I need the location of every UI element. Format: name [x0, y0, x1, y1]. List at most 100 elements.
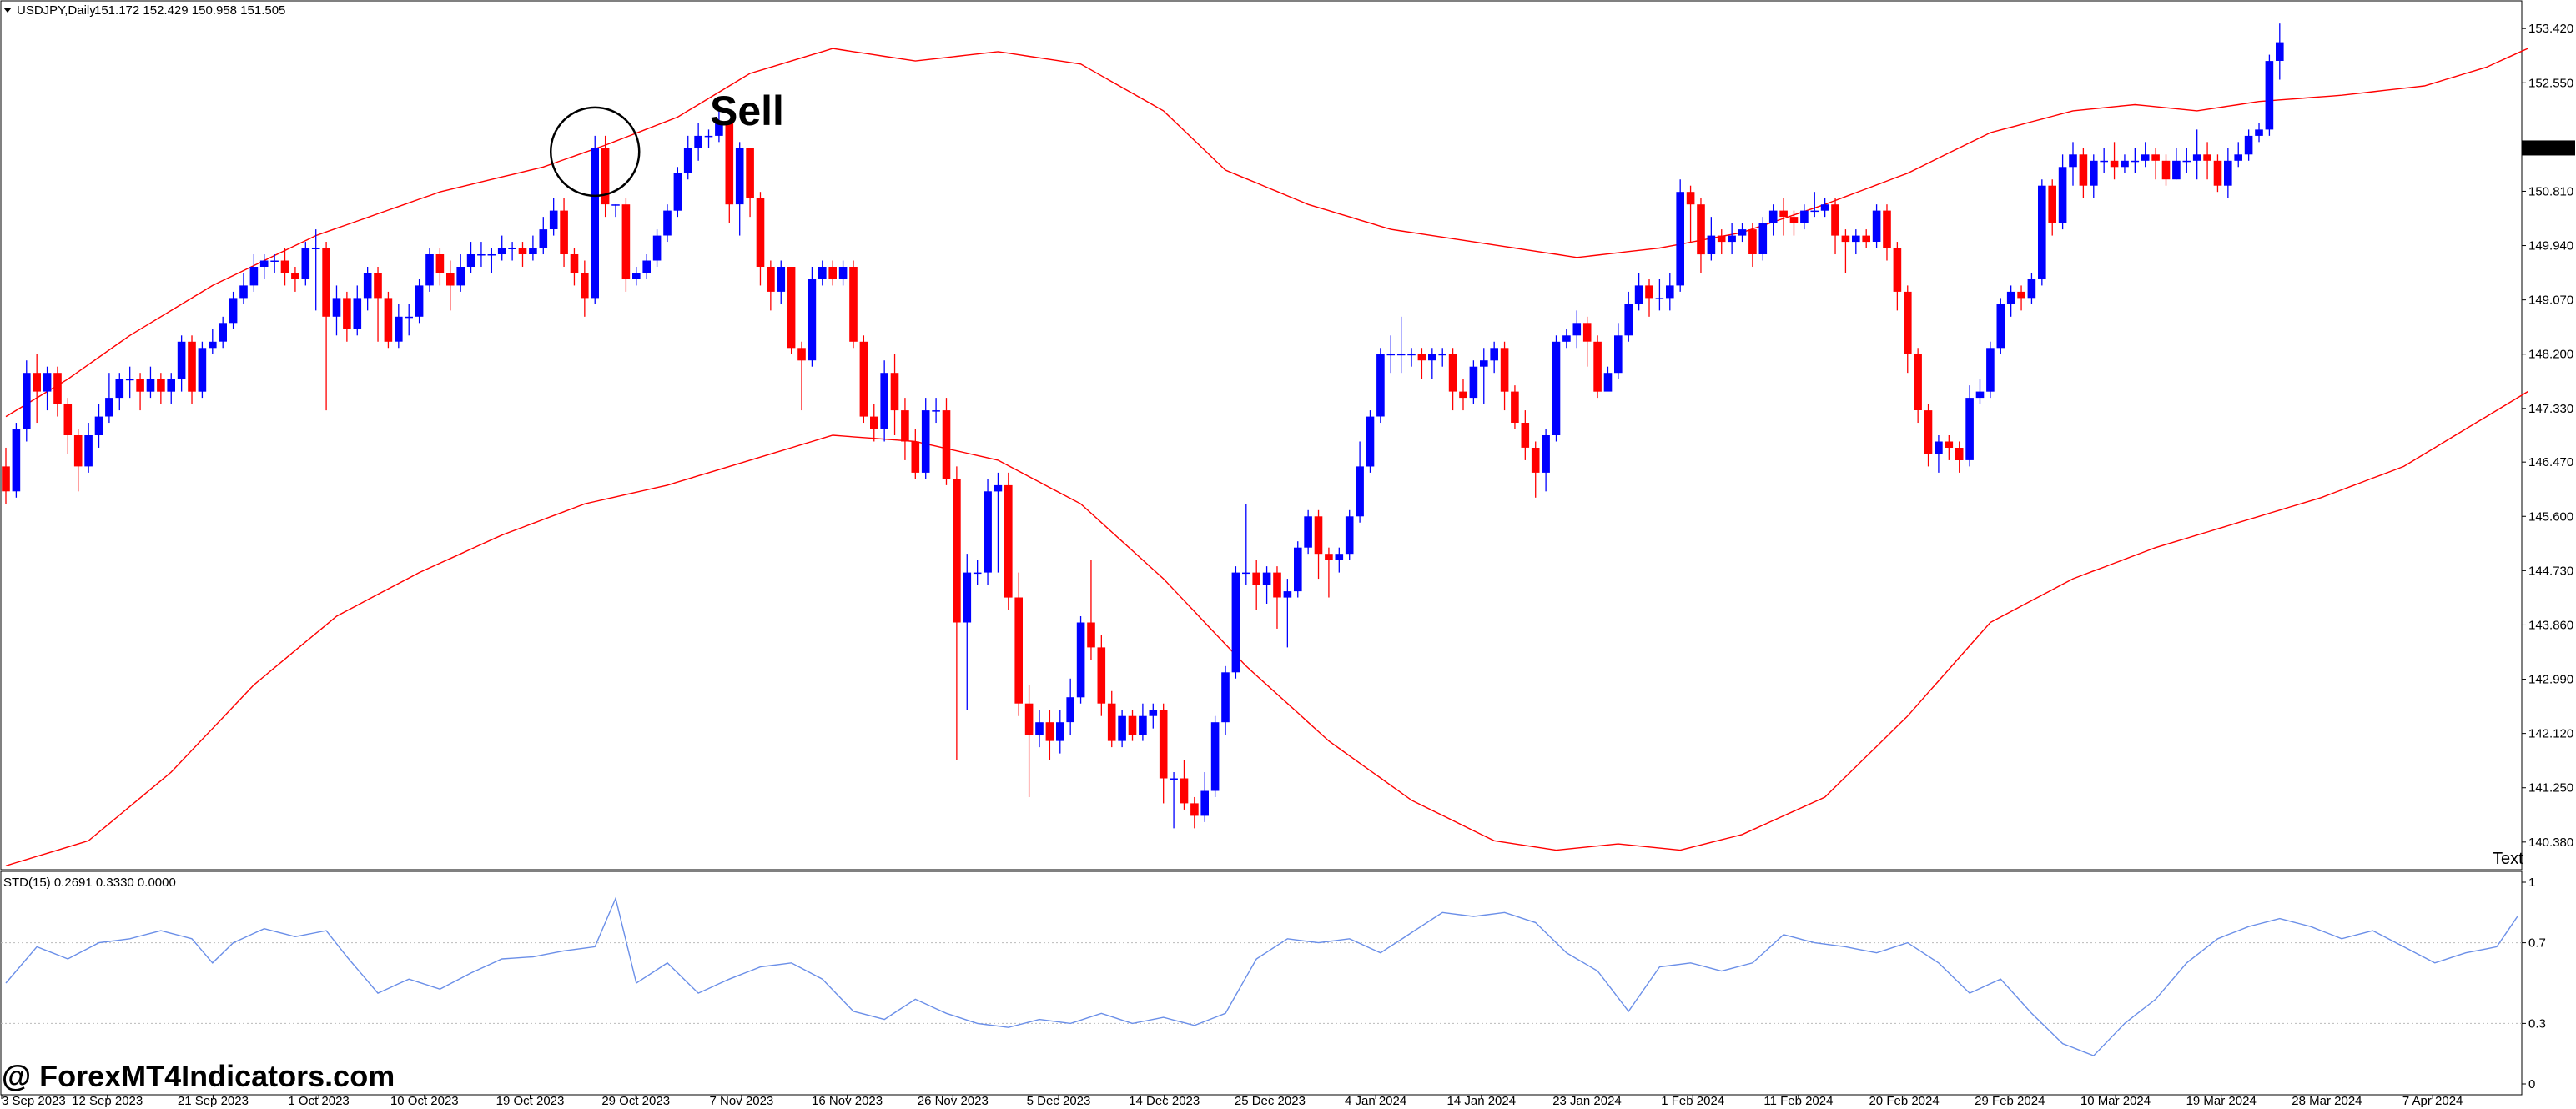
candle: [652, 229, 662, 267]
std-indicator-layer: 1 0.7 0.3 0: [1, 876, 2546, 1091]
candle: [1325, 547, 1333, 598]
candle: [1893, 242, 1902, 311]
candle-body: [1345, 516, 1354, 554]
current-price-line: 151.505: [1, 140, 2575, 156]
candle-body: [767, 267, 775, 292]
candle-body: [1904, 291, 1912, 354]
candle-body: [136, 379, 144, 392]
candle: [2224, 148, 2232, 198]
candle-body: [1624, 304, 1633, 336]
candle-body: [23, 373, 31, 429]
candle-body: [1159, 710, 1168, 779]
x-tick-label: 23 Jan 2024: [1552, 1094, 1622, 1108]
candle: [1480, 348, 1488, 404]
candle: [746, 148, 754, 218]
candle-body: [1396, 354, 1406, 356]
candle-body: [2017, 291, 2025, 299]
candle-body: [1417, 354, 1426, 361]
candle: [1014, 572, 1023, 716]
candle: [1231, 566, 1240, 679]
candle-body: [2172, 160, 2181, 180]
candle: [1511, 385, 1519, 429]
candle: [1676, 179, 1684, 292]
candle-body: [167, 379, 175, 392]
candle-body: [1893, 248, 1902, 292]
candle: [984, 479, 992, 585]
dropdown-triangle-icon[interactable]: [3, 8, 12, 13]
candle-body: [2090, 160, 2098, 186]
candle: [2161, 154, 2171, 186]
x-tick-label: 10 Oct 2023: [390, 1094, 459, 1108]
candle: [1562, 329, 1571, 349]
candle: [1572, 310, 1582, 349]
main-pane-frame: [0, 0, 2523, 871]
x-tick-label: 4 Jan 2024: [1345, 1094, 1406, 1108]
candle: [1490, 341, 1498, 374]
candle: [167, 373, 175, 404]
candle-body: [1076, 622, 1085, 698]
candle-body: [673, 173, 682, 211]
candle: [1582, 316, 1592, 367]
candle: [539, 217, 548, 255]
candle-body: [1386, 354, 1396, 356]
candle-body: [1717, 235, 1726, 243]
candle-body: [1614, 335, 1623, 374]
candle: [384, 291, 393, 349]
candle-body: [384, 298, 393, 342]
candle: [1294, 541, 1302, 598]
candle: [1841, 229, 1850, 273]
candle: [322, 242, 330, 411]
candle: [1975, 379, 1985, 404]
y-tick-label: 142.120: [2528, 727, 2573, 741]
candle: [1407, 348, 1416, 367]
candle: [239, 273, 248, 304]
candle: [797, 341, 806, 411]
candle-body: [591, 148, 599, 299]
candle-body: [2, 466, 10, 492]
candle: [363, 266, 372, 311]
candle: [973, 560, 982, 585]
candle: [818, 260, 827, 286]
candle: [63, 398, 73, 454]
candle: [395, 304, 403, 349]
x-tick-label: 19 Mar 2024: [2186, 1094, 2257, 1108]
std-y-tick-label: 0: [2528, 1077, 2535, 1091]
x-tick-label: 14 Dec 2023: [1129, 1094, 1200, 1108]
candle-body: [188, 341, 196, 392]
candle-body: [487, 254, 496, 256]
candle: [2234, 142, 2242, 168]
candle: [849, 260, 858, 349]
candle: [838, 260, 848, 286]
candle: [1707, 217, 1716, 261]
candle-body: [1210, 722, 1220, 791]
candle-body: [1366, 416, 1375, 467]
corner-text-label: Text: [2493, 850, 2523, 868]
candle-body: [1686, 192, 1695, 205]
candle: [2213, 154, 2222, 193]
y-tick-label: 143.860: [2528, 618, 2573, 632]
x-tick-label: 12 Sep 2023: [72, 1094, 143, 1108]
candle-body: [963, 572, 972, 623]
candle-body: [1820, 204, 1829, 211]
candle-body: [146, 379, 155, 392]
candle: [1180, 760, 1189, 810]
candle-body: [1407, 354, 1416, 356]
candle-body: [1004, 484, 1013, 598]
candle: [1655, 279, 1664, 311]
candle-body: [838, 267, 848, 279]
candle-body: [477, 254, 486, 256]
candle: [2141, 142, 2150, 168]
candle: [621, 198, 631, 292]
candle-body: [1572, 323, 1582, 336]
candle: [901, 398, 909, 460]
candle: [787, 266, 796, 354]
candle-body: [332, 298, 341, 317]
x-tick-label: 16 Nov 2023: [812, 1094, 883, 1108]
candle: [1872, 204, 1881, 248]
candle-body: [1738, 229, 1747, 236]
candle: [808, 266, 817, 367]
candle-body: [291, 273, 299, 279]
candle-body: [560, 210, 568, 254]
candle-body: [239, 285, 248, 299]
candle: [1252, 560, 1260, 610]
